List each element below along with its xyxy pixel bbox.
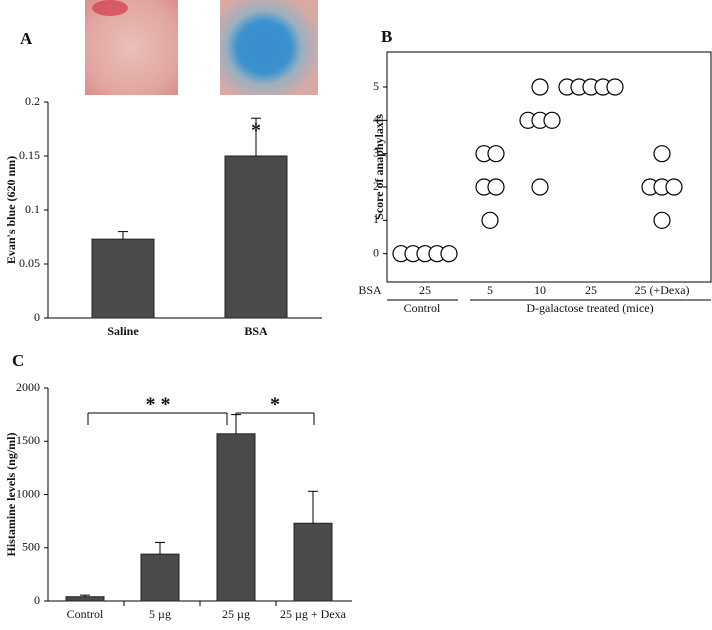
x-tick-label: 25 µg + Dexa <box>280 607 347 621</box>
x-tick-label: 25 <box>419 283 431 297</box>
y-tick-label: 0 <box>34 593 40 607</box>
panel-label: B <box>381 27 392 46</box>
x-tick-label: 25 (+Dexa) <box>634 283 689 297</box>
y-tick-label: 0.2 <box>25 94 40 108</box>
x-axis-label: BSA <box>358 283 382 297</box>
dot <box>606 78 624 96</box>
y-tick-label: 0.15 <box>19 148 40 162</box>
annotation: * * <box>146 394 171 416</box>
y-tick-label: 1000 <box>16 486 40 500</box>
x-tick-label: 25 <box>585 283 597 297</box>
bar <box>224 155 288 319</box>
y-tick-label: 4 <box>373 112 379 126</box>
y-tick-label: 1500 <box>16 433 40 447</box>
dot <box>531 78 549 96</box>
y-axis-label: Histamine levels (ng/ml) <box>4 433 18 557</box>
dot <box>531 178 549 196</box>
plot-frame <box>386 51 712 283</box>
x-tick-label: Saline <box>107 324 139 338</box>
panel-label: C <box>12 351 24 370</box>
x-tick-label: BSA <box>244 324 268 338</box>
x-tick-label: 5 µg <box>149 607 171 621</box>
dot <box>653 211 671 229</box>
bar <box>91 238 155 319</box>
dot <box>481 211 499 229</box>
y-tick-label: 0.1 <box>25 202 40 216</box>
bar <box>293 522 333 602</box>
x-tick-label: 10 <box>534 283 546 297</box>
y-tick-label: 5 <box>373 79 379 93</box>
panel-label: A <box>20 29 33 48</box>
y-tick-label: 0 <box>373 245 379 259</box>
y-tick-label: 0 <box>34 310 40 324</box>
bar <box>65 596 105 602</box>
y-tick-label: 2 <box>373 179 379 193</box>
dot <box>487 178 505 196</box>
annotation: * <box>270 394 280 416</box>
photo-saline <box>85 0 178 95</box>
bar <box>140 553 180 602</box>
y-tick-label: 0.05 <box>19 256 40 270</box>
group-label: Control <box>404 301 441 315</box>
dot <box>665 178 683 196</box>
dot <box>487 145 505 163</box>
y-tick-label: 1 <box>373 212 379 226</box>
annotation: * <box>251 120 261 142</box>
dot <box>543 111 561 129</box>
x-tick-label: 5 <box>487 283 493 297</box>
y-tick-label: 3 <box>373 145 379 159</box>
dot <box>440 245 458 263</box>
y-axis-label: Evan's blue (620 nm) <box>4 156 18 264</box>
y-axis-label: Score of anaphylaxis <box>372 114 386 220</box>
x-tick-label: Control <box>67 607 104 621</box>
bar <box>216 433 256 602</box>
y-tick-label: 500 <box>22 540 40 554</box>
x-tick-label: 25 µg <box>222 607 250 621</box>
group-label: D-galactose treated (mice) <box>526 301 653 315</box>
y-tick-label: 2000 <box>16 380 40 394</box>
dot <box>653 145 671 163</box>
photo-bsa <box>220 0 318 95</box>
photo-spot <box>92 0 128 16</box>
